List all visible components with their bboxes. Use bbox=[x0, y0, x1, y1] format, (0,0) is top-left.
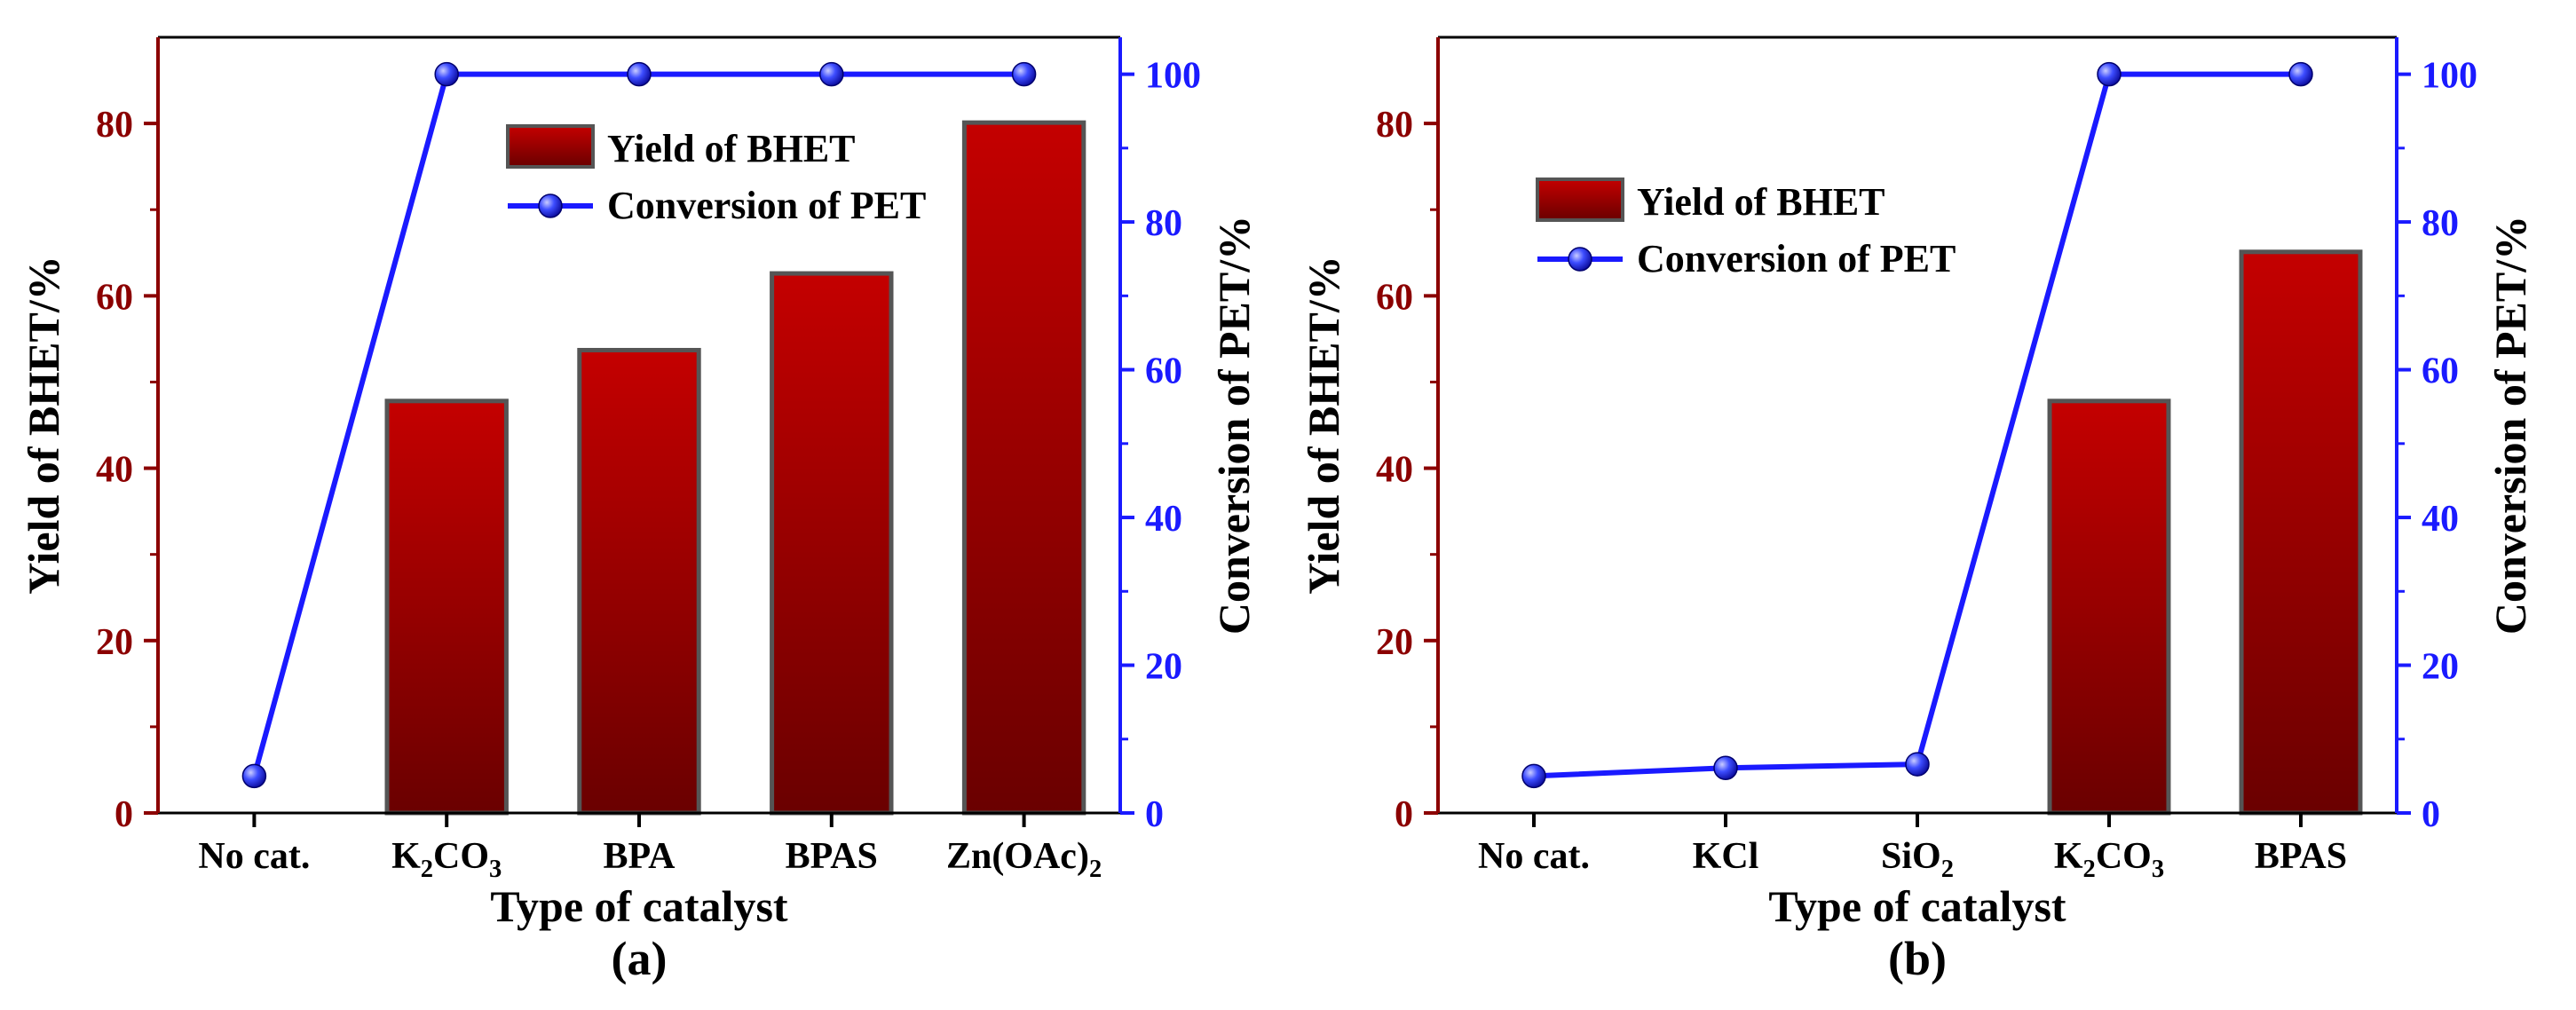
legend-swatch-bar bbox=[506, 124, 595, 169]
y2-tick-label: 80 bbox=[2422, 203, 2459, 244]
legend-swatch-marker bbox=[1568, 247, 1592, 272]
y2-axis-title: Conversion of PET/% bbox=[2485, 216, 2535, 635]
y2-tick-label: 100 bbox=[1145, 56, 1201, 97]
x-tick-label: BPAS bbox=[2255, 836, 2347, 877]
y2-tick-label: 60 bbox=[2422, 351, 2459, 392]
panel-label: (b) bbox=[1888, 932, 1947, 985]
conversion-point-1 bbox=[1521, 763, 1546, 789]
y-axis-title: Yield of BHET/% bbox=[19, 256, 68, 595]
chart-panel-b: 0 20 40 60 80 0 20 40 60 80 100 No cat. KCl SiO2 K2CO3… bbox=[1299, 36, 2535, 985]
bar-4 bbox=[770, 271, 894, 816]
y-tick-label: 60 bbox=[96, 277, 133, 318]
legend-label-yield: Yield of BHET bbox=[1637, 180, 1885, 224]
y2-tick-label: 100 bbox=[2422, 56, 2477, 97]
y-tick-label: 80 bbox=[96, 105, 133, 146]
y2-tick-label: 40 bbox=[1145, 499, 1182, 540]
y2-tick-label: 0 bbox=[1145, 794, 1164, 835]
y-tick-label: 80 bbox=[1376, 105, 1413, 146]
conversion-point-4 bbox=[819, 61, 844, 87]
y-tick-label: 40 bbox=[1376, 450, 1413, 491]
x-tick-label: No cat. bbox=[1478, 836, 1590, 877]
legend: Yield of BHET Conversion of PET bbox=[506, 124, 926, 227]
panel-label: (a) bbox=[612, 932, 668, 985]
legend-swatch-marker bbox=[538, 193, 563, 218]
y-tick-label: 40 bbox=[96, 450, 133, 491]
x-tick-label: KCl bbox=[1693, 836, 1759, 877]
x-axis-title: Type of catalyst bbox=[490, 881, 787, 931]
x-tick-label: K2CO3 bbox=[391, 836, 502, 883]
y2-tick-label: 40 bbox=[2422, 499, 2459, 540]
y2-tick-label: 20 bbox=[2422, 647, 2459, 688]
legend-label-yield: Yield of BHET bbox=[607, 127, 856, 170]
y2-tick-label: 20 bbox=[1145, 647, 1182, 688]
x-tick-label: BPA bbox=[604, 836, 676, 877]
legend-label-conversion: Conversion of PET bbox=[1637, 237, 1956, 280]
y-axis-title: Yield of BHET/% bbox=[1299, 256, 1348, 595]
y2-tick-label: 60 bbox=[1145, 351, 1182, 392]
y-tick-label: 60 bbox=[1376, 277, 1413, 318]
bar-5 bbox=[2239, 249, 2363, 816]
legend: Yield of BHET Conversion of PET bbox=[1536, 178, 1956, 280]
x-tick-label: No cat. bbox=[198, 836, 310, 877]
conversion-point-4 bbox=[2097, 61, 2122, 87]
chart-panel-a: 0 20 40 60 80 0 20 40 60 80 100 No cat. K2CO3 BPA BPAS… bbox=[19, 36, 1259, 985]
x-axis-title: Type of catalyst bbox=[1768, 881, 2066, 931]
legend-label-conversion: Conversion of PET bbox=[607, 184, 926, 227]
y2-tick-label: 0 bbox=[2422, 794, 2440, 835]
x-tick-label: SiO2 bbox=[1881, 836, 1954, 883]
bar-3 bbox=[577, 348, 701, 816]
conversion-point-5 bbox=[1011, 61, 1037, 87]
conversion-point-1 bbox=[241, 763, 267, 789]
legend-swatch-bar bbox=[1536, 178, 1624, 222]
y-tick-label: 20 bbox=[1376, 622, 1413, 663]
bar-2 bbox=[384, 398, 509, 816]
conversion-point-2 bbox=[434, 61, 459, 87]
x-tick-label: BPAS bbox=[786, 836, 878, 877]
conversion-point-2 bbox=[1713, 755, 1738, 780]
y2-tick-label: 80 bbox=[1145, 203, 1182, 244]
y-tick-label: 0 bbox=[115, 794, 133, 835]
y-tick-label: 20 bbox=[96, 622, 133, 663]
bar-4 bbox=[2047, 398, 2171, 816]
bar-5 bbox=[961, 120, 1087, 816]
conversion-point-3 bbox=[1905, 752, 1930, 777]
x-tick-label: Zn(OAc)2 bbox=[946, 836, 1102, 883]
conversion-point-5 bbox=[2288, 61, 2313, 87]
y-tick-label: 0 bbox=[1395, 794, 1413, 835]
conversion-point-3 bbox=[627, 61, 652, 87]
x-tick-label: K2CO3 bbox=[2054, 836, 2164, 883]
y2-axis-title: Conversion of PET/% bbox=[1209, 216, 1259, 635]
